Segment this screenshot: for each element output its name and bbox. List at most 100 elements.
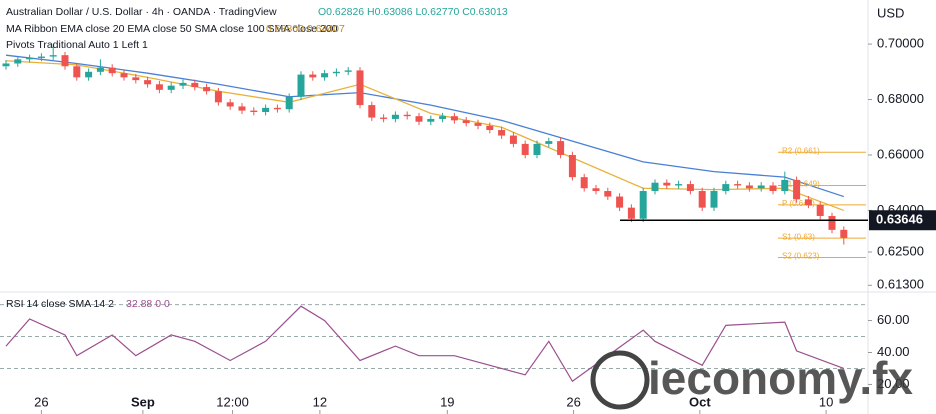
candle-body (262, 107, 270, 113)
x-tick-label: 12:00 (216, 394, 249, 409)
candle-body (155, 84, 163, 90)
rsi-line (5, 305, 845, 383)
candle-body (203, 87, 211, 92)
candle-body (368, 105, 376, 118)
symbol: Australian Dollar / U.S. Dollar · 4h · O… (6, 6, 277, 18)
candle-body (309, 74, 317, 78)
candle-body (356, 70, 364, 106)
candle-body (403, 114, 411, 117)
candle-body (297, 74, 305, 97)
candle-body (179, 82, 187, 86)
candle-body (226, 102, 234, 107)
rsi-values: 32.88 0 0 (126, 298, 170, 310)
x-tick-label: 12 (313, 394, 327, 409)
candle-body (651, 182, 659, 192)
y-tick-label: 0.70000 (877, 36, 924, 51)
candle-body (191, 82, 199, 88)
ma-legend: MA Ribbon EMA close 20 EMA close 50 SMA … (6, 23, 338, 35)
candle-body (462, 120, 470, 124)
pivot-label: S1 (0.63) (782, 232, 815, 241)
candle-body (108, 67, 116, 74)
y-tick-label: 0.61300 (877, 277, 924, 292)
candle-body (144, 80, 152, 85)
pivot-label: S2 (0.623) (782, 252, 820, 261)
candle-body (568, 154, 576, 178)
candle-body (285, 96, 293, 110)
candle-body (332, 71, 340, 74)
x-tick-label: Sep (131, 394, 155, 409)
candle-body (2, 63, 10, 67)
watermark-text: ieconomy.fx (648, 352, 913, 404)
candle-body (450, 116, 458, 121)
candle-body (474, 123, 482, 126)
y-tick-label: 0.62500 (877, 243, 924, 258)
y-tick-label: 0.68000 (877, 91, 924, 106)
candle-body (616, 196, 624, 208)
x-tick-label: 19 (440, 394, 454, 409)
candle-body (391, 114, 399, 119)
pivot-label: R2 (0.661) (782, 146, 820, 155)
candle-body (592, 188, 600, 192)
candle-body (533, 143, 541, 155)
candle-body (439, 116, 447, 119)
y-tick-label: 60.00 (877, 312, 910, 327)
candle-body (663, 182, 671, 186)
ma-values: 0.63800 0.64407 (266, 23, 345, 35)
watermark: ieconomy.fx (590, 350, 913, 410)
watermark-logo (590, 350, 650, 410)
candle-body (627, 207, 635, 219)
candle-body (675, 184, 683, 186)
currency[interactable]: USD (877, 5, 904, 20)
candle-body (26, 57, 34, 60)
candle-body (214, 91, 222, 103)
candle-body (722, 184, 730, 192)
pivots-legend: Pivots Traditional Auto 1 Left 1 (6, 39, 148, 51)
candle-body (85, 71, 93, 78)
candle-body (120, 73, 128, 78)
candle-body (545, 141, 553, 144)
candle-body (344, 70, 352, 72)
candle-body (509, 135, 517, 144)
candle-body (96, 67, 104, 72)
candle-body (804, 199, 812, 205)
candle-body (793, 179, 801, 200)
price-label: 0.63646 (876, 212, 923, 227)
candle-body (580, 177, 588, 189)
candle-body (415, 116, 423, 122)
candle-body (757, 185, 765, 189)
candle-body (427, 118, 435, 122)
candle-body (14, 59, 22, 64)
x-tick-label: 26 (566, 394, 580, 409)
ohlc: O0.62826 H0.63086 L0.62770 C0.63013 (318, 6, 508, 18)
candle-body (828, 215, 836, 230)
candle-body (604, 191, 612, 197)
candle-body (321, 73, 329, 78)
candle-body (380, 117, 388, 119)
y-tick-label: 0.66000 (877, 146, 924, 161)
candle-body (167, 85, 175, 90)
candle-body (273, 107, 281, 110)
price-label-bg (869, 210, 936, 231)
candle-body (639, 191, 647, 219)
pivot-label: R1 (0.649) (782, 180, 820, 189)
candle-body (698, 191, 706, 208)
candle-body (734, 184, 742, 186)
y-tick-label: 40.00 (877, 344, 910, 359)
candle-body (49, 55, 57, 57)
candle-body (816, 204, 824, 216)
candle-body (61, 55, 69, 67)
x-tick-label: 26 (34, 394, 48, 409)
x-tick-label: Oct (689, 394, 711, 409)
candle-body (781, 179, 789, 192)
ma-line (5, 54, 845, 198)
candle-body (132, 77, 140, 81)
candle-body (769, 185, 777, 192)
candle-body (686, 184, 694, 192)
candle-body (37, 56, 45, 58)
candle-body (73, 66, 81, 78)
candle-body (557, 141, 565, 155)
rsi-legend: RSI 14 close SMA 14 2 (6, 298, 114, 310)
candle-body (840, 229, 848, 238)
